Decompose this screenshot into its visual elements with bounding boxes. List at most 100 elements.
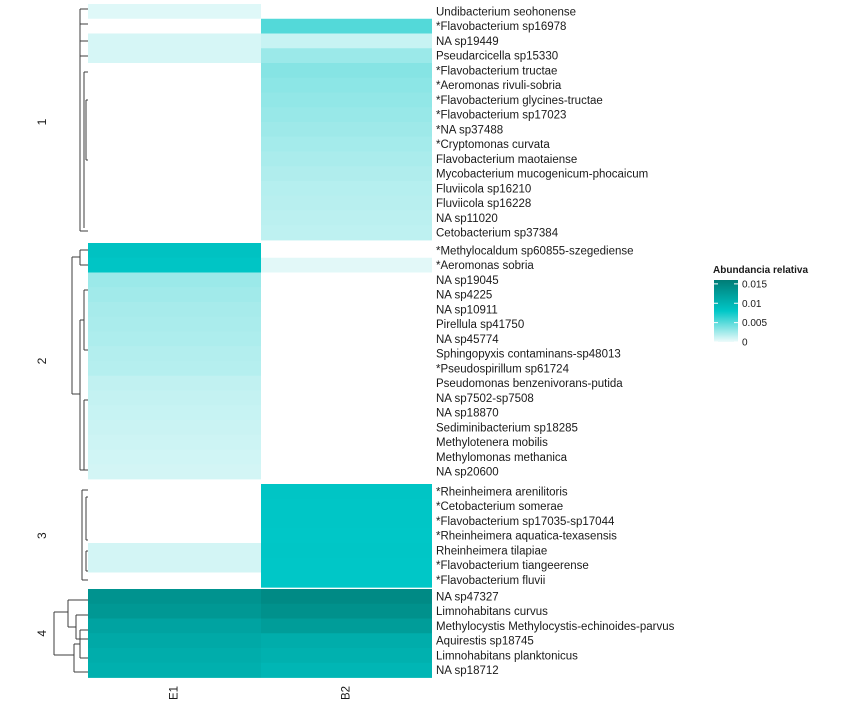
heatmap-cell-na-sp18712-b2: [261, 662, 432, 678]
heatmap-cell-na-sp10911-e1: [88, 302, 261, 318]
heatmap-cell-methylomonas-methanica-b2: [261, 449, 432, 465]
heatmap-cell-na-sp45774-e1: [88, 331, 261, 347]
heatmap-cell-flavobacterium-tiangeerense-b2: [261, 557, 432, 573]
heatmap-cell-undibacterium-seohonense-b2: [261, 4, 432, 20]
heatmap-cell-flavobacterium-sp17035-sp17044-e1: [88, 513, 261, 529]
row-label: NA sp18712: [436, 665, 499, 677]
row-label: NA sp19449: [436, 36, 499, 48]
heatmap-cell-na-sp4225-b2: [261, 287, 432, 303]
legend-color-bar: [714, 280, 738, 342]
heatmap-cell-methylocystis-methylocystis-echinoides-parvus-e1: [88, 618, 261, 634]
heatmap-cell-aeromonas-sobria-b2: [261, 257, 432, 273]
row-label: Pseudomonas benzenivorans-putida: [436, 378, 623, 390]
heatmap-cell-rheinheimera-tilapiae-b2: [261, 543, 432, 559]
heatmap-cell-rheinheimera-tilapiae-e1: [88, 543, 261, 559]
heatmap-cell-pseudomonas-benzenivorans-putida-e1: [88, 375, 261, 391]
heatmap-cell-flavobacterium-glycines-tructae-e1: [88, 92, 261, 108]
heatmap-cell-rheinheimera-arenilitoris-b2: [261, 484, 432, 500]
heatmap-cell-undibacterium-seohonense-e1: [88, 4, 261, 20]
heatmap-cell-na-sp19449-b2: [261, 33, 432, 49]
heatmap-cell-flavobacterium-glycines-tructae-b2: [261, 92, 432, 108]
heatmap-cell-pseudomonas-benzenivorans-putida-b2: [261, 375, 432, 391]
heatmap-cell-flavobacterium-sp17023-b2: [261, 107, 432, 123]
row-label: *Rheinheimera arenilitoris: [436, 486, 568, 498]
row-label: *Flavobacterium fluvii: [436, 575, 545, 587]
heatmap-cell-na-sp45774-b2: [261, 331, 432, 347]
row-label: Methylomonas methanica: [436, 452, 568, 464]
heatmap-cell-sediminibacterium-sp18285-b2: [261, 420, 432, 436]
heatmap-cell-flavobacterium-maotaiense-b2: [261, 151, 432, 167]
heatmap-cell-fluviicola-sp16210-b2: [261, 181, 432, 197]
row-label: Methylocystis Methylocystis-echinoides-p…: [436, 621, 675, 633]
heatmap-cell-na-sp11020-e1: [88, 210, 261, 226]
row-dendrogram: [53, 8, 88, 673]
heatmap-cell-flavobacterium-maotaiense-e1: [88, 151, 261, 167]
heatmap-cell-rheinheimera-aquatica-texasensis-e1: [88, 528, 261, 544]
row-label: NA sp11020: [436, 213, 498, 225]
heatmap-cell-na-sp19449-e1: [88, 33, 261, 49]
heatmap-cell-na-sp18870-e1: [88, 405, 261, 421]
cluster-label-3: 3: [35, 532, 49, 539]
heatmap-cells: [88, 4, 432, 678]
heatmap-cell-cetobacterium-sp37384-b2: [261, 225, 432, 241]
heatmap-cell-na-sp37488-e1: [88, 122, 261, 138]
row-label: Limnohabitans curvus: [436, 606, 548, 618]
row-label: *NA sp37488: [436, 124, 503, 136]
row-label: *Cetobacterium somerae: [436, 501, 563, 513]
heatmap-cell-aeromonas-sobria-e1: [88, 257, 261, 273]
heatmap-cell-fluviicola-sp16228-e1: [88, 195, 261, 211]
heatmap-cell-sphingopyxis-contaminans-sp48013-e1: [88, 346, 261, 362]
heatmap-cell-na-sp7502-sp7508-e1: [88, 390, 261, 406]
row-label: *Aeromonas rivuli-sobria: [436, 80, 562, 92]
heatmap-cell-aquirestis-sp18745-e1: [88, 633, 261, 649]
heatmap-cell-pseudarcicella-sp15330-b2: [261, 48, 432, 64]
heatmap-cell-limnohabitans-planktonicus-b2: [261, 648, 432, 664]
legend-tick-label: 0: [742, 338, 748, 349]
row-label: *Aeromonas sobria: [436, 260, 534, 272]
cluster-label-1: 1: [35, 118, 49, 125]
heatmap-cell-methylomonas-methanica-e1: [88, 449, 261, 465]
heatmap-cell-cetobacterium-sp37384-e1: [88, 225, 261, 241]
heatmap-cell-flavobacterium-tiangeerense-e1: [88, 557, 261, 573]
column-labels: E1 B2: [169, 686, 353, 700]
heatmap-cell-aeromonas-rivuli-sobria-b2: [261, 77, 432, 93]
heatmap-cell-flavobacterium-tructae-b2: [261, 63, 432, 79]
row-label: Sphingopyxis contaminans-sp48013: [436, 349, 621, 361]
heatmap-cell-sphingopyxis-contaminans-sp48013-b2: [261, 346, 432, 362]
heatmap-cell-methylocaldum-sp60855-szegediense-e1: [88, 243, 261, 259]
row-label: *Rheinheimera aquatica-texasensis: [436, 531, 617, 543]
heatmap-cell-na-sp7502-sp7508-b2: [261, 390, 432, 406]
legend-title: Abundancia relativa: [713, 265, 808, 276]
heatmap-cell-pseudospirillum-sp61724-b2: [261, 361, 432, 377]
heatmap-cell-pirellula-sp41750-b2: [261, 316, 432, 332]
heatmap-cell-cetobacterium-somerae-b2: [261, 498, 432, 514]
heatmap-cell-methylocystis-methylocystis-echinoides-parvus-b2: [261, 618, 432, 634]
heatmap-cell-flavobacterium-fluvii-b2: [261, 572, 432, 588]
row-label: NA sp4225: [436, 290, 492, 302]
cluster-labels: 1 2 3 4: [35, 118, 49, 636]
row-label: Mycobacterium mucogenicum-phocaicum: [436, 169, 648, 181]
legend-tick-label: 0.015: [742, 279, 767, 290]
heatmap-cell-fluviicola-sp16210-e1: [88, 181, 261, 197]
row-label: Methylotenera mobilis: [436, 437, 548, 449]
row-label: Sediminibacterium sp18285: [436, 422, 578, 434]
heatmap-cell-methylotenera-mobilis-b2: [261, 434, 432, 450]
heatmap-cell-limnohabitans-curvus-e1: [88, 603, 261, 619]
column-label-e1: E1: [169, 686, 181, 700]
row-label: *Flavobacterium tructae: [436, 65, 557, 77]
row-label: NA sp7502-sp7508: [436, 393, 534, 405]
row-label: Pirellula sp41750: [436, 319, 524, 331]
heatmap-cell-na-sp18870-b2: [261, 405, 432, 421]
heatmap-cell-limnohabitans-planktonicus-e1: [88, 648, 261, 664]
row-label: Cetobacterium sp37384: [436, 228, 559, 240]
legend-tick-label: 0.005: [742, 318, 767, 329]
heatmap-cell-sediminibacterium-sp18285-e1: [88, 420, 261, 436]
row-label: *Flavobacterium sp16978: [436, 21, 566, 33]
row-label: NA sp19045: [436, 275, 499, 287]
heatmap-cell-flavobacterium-fluvii-e1: [88, 572, 261, 588]
heatmap-cell-cryptomonas-curvata-b2: [261, 136, 432, 152]
legend-tick-label: 0.01: [742, 299, 762, 310]
heatmap-cell-na-sp37488-b2: [261, 122, 432, 138]
row-label: Aquirestis sp18745: [436, 636, 534, 648]
